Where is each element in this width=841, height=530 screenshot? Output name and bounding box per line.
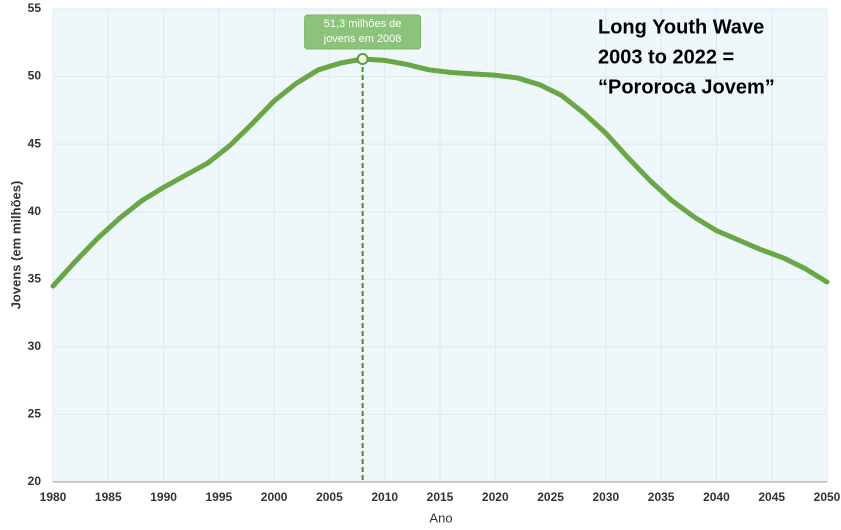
x-tick-label: 1985 <box>95 490 122 504</box>
y-tick-label: 35 <box>28 271 42 285</box>
note-text: “Pororoca Jovem” <box>598 76 775 98</box>
x-tick-label: 2035 <box>648 490 675 504</box>
y-tick-label: 30 <box>28 339 42 353</box>
x-tick-label: 1995 <box>206 490 233 504</box>
line-series <box>50 56 830 289</box>
x-tick-label: 2025 <box>537 490 564 504</box>
y-tick-label: 50 <box>28 69 42 83</box>
note-text: Long Youth Wave <box>598 16 764 38</box>
x-tick-label: 1990 <box>150 490 177 504</box>
annotation-text: 51,3 milhões de <box>324 18 402 30</box>
x-tick-label: 2015 <box>427 490 454 504</box>
x-tick-label: 2020 <box>482 490 509 504</box>
x-tick-label: 2010 <box>371 490 398 504</box>
y-tick-label: 45 <box>28 136 42 150</box>
x-tick-label: 1980 <box>40 490 67 504</box>
y-tick-label: 20 <box>28 474 42 488</box>
x-tick-label: 2030 <box>593 490 620 504</box>
x-axis-label: Ano <box>429 510 452 525</box>
peak-point <box>356 53 369 66</box>
x-tick-label: 2045 <box>758 490 785 504</box>
y-tick-label: 55 <box>28 1 42 15</box>
x-tick-label: 2000 <box>261 490 288 504</box>
y-tick-label: 40 <box>28 204 42 218</box>
y-tick-label: 25 <box>28 407 42 421</box>
annotation-text: jovens em 2008 <box>323 33 402 45</box>
x-tick-label: 2005 <box>316 490 343 504</box>
y-axis-label: Jovens (em milhões) <box>8 181 23 310</box>
annotation-box <box>304 14 422 50</box>
x-tick-label: 2040 <box>703 490 730 504</box>
note-text: 2003 to 2022 = <box>598 46 734 68</box>
x-tick-label: 2050 <box>814 490 841 504</box>
